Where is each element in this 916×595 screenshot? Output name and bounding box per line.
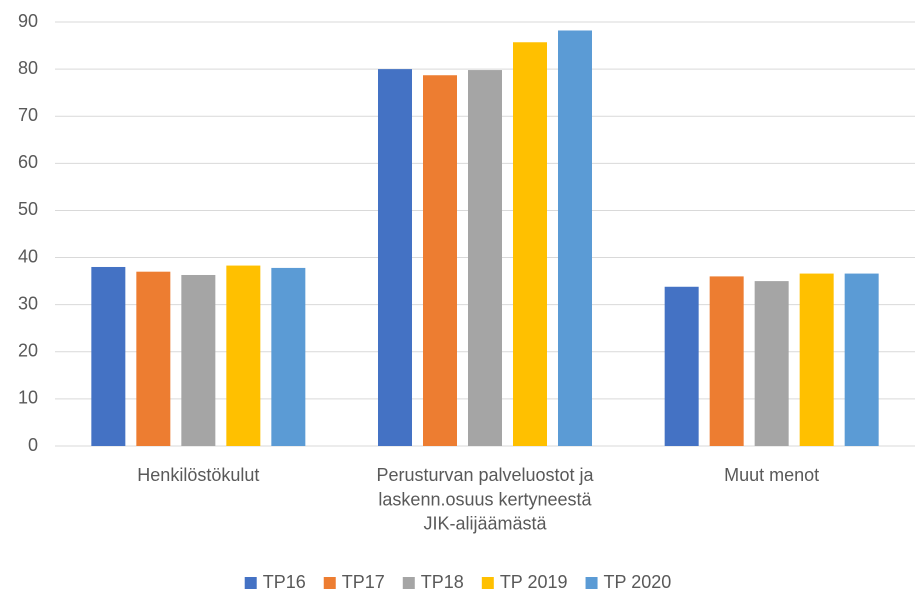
legend-item: TP17: [323, 572, 385, 592]
legend-label: TP16: [263, 572, 306, 592]
y-tick-label: 30: [18, 293, 38, 313]
legend-item: TP16: [244, 572, 306, 592]
y-tick-label: 80: [18, 58, 38, 78]
bar: [513, 42, 547, 446]
y-tick-label: 20: [18, 341, 38, 361]
legend-swatch: [402, 577, 415, 589]
legend-item: TP18: [402, 572, 464, 592]
bar: [558, 30, 592, 446]
bar: [271, 267, 306, 446]
y-tick-label: 70: [18, 105, 38, 125]
bar: [709, 276, 744, 446]
bar: [799, 273, 834, 446]
bar: [754, 281, 789, 446]
bar: [664, 286, 699, 446]
y-tick-label: 90: [18, 11, 38, 31]
bar: [136, 271, 171, 446]
x-tick-label: Muut menot: [724, 465, 819, 485]
y-tick-label: 50: [18, 199, 38, 219]
bar: [378, 69, 412, 446]
bar: [468, 70, 502, 446]
legend-item: TP 2020: [585, 572, 672, 592]
x-tick-label: Perusturvan palveluostot ja laskenn.osuus…: [376, 465, 594, 534]
legend-swatch: [323, 577, 336, 589]
legend-swatch: [585, 577, 598, 589]
bar: [844, 273, 879, 446]
bar: [423, 75, 457, 446]
bar: [226, 265, 261, 446]
y-tick-label: 40: [18, 246, 38, 266]
legend-swatch: [481, 577, 494, 589]
legend-label: TP 2019: [500, 572, 568, 592]
y-tick-label: 60: [18, 152, 38, 172]
legend-item: TP 2019: [481, 572, 568, 592]
bar: [181, 274, 216, 446]
y-tick-label: 0: [28, 435, 38, 455]
legend-label: TP 2020: [604, 572, 672, 592]
bar: [91, 266, 126, 446]
legend-label: TP18: [421, 572, 464, 592]
legend-swatch: [244, 577, 257, 589]
legend-label: TP17: [342, 572, 385, 592]
x-tick-label: Henkilöstökulut: [137, 465, 259, 485]
y-tick-label: 10: [18, 388, 38, 408]
